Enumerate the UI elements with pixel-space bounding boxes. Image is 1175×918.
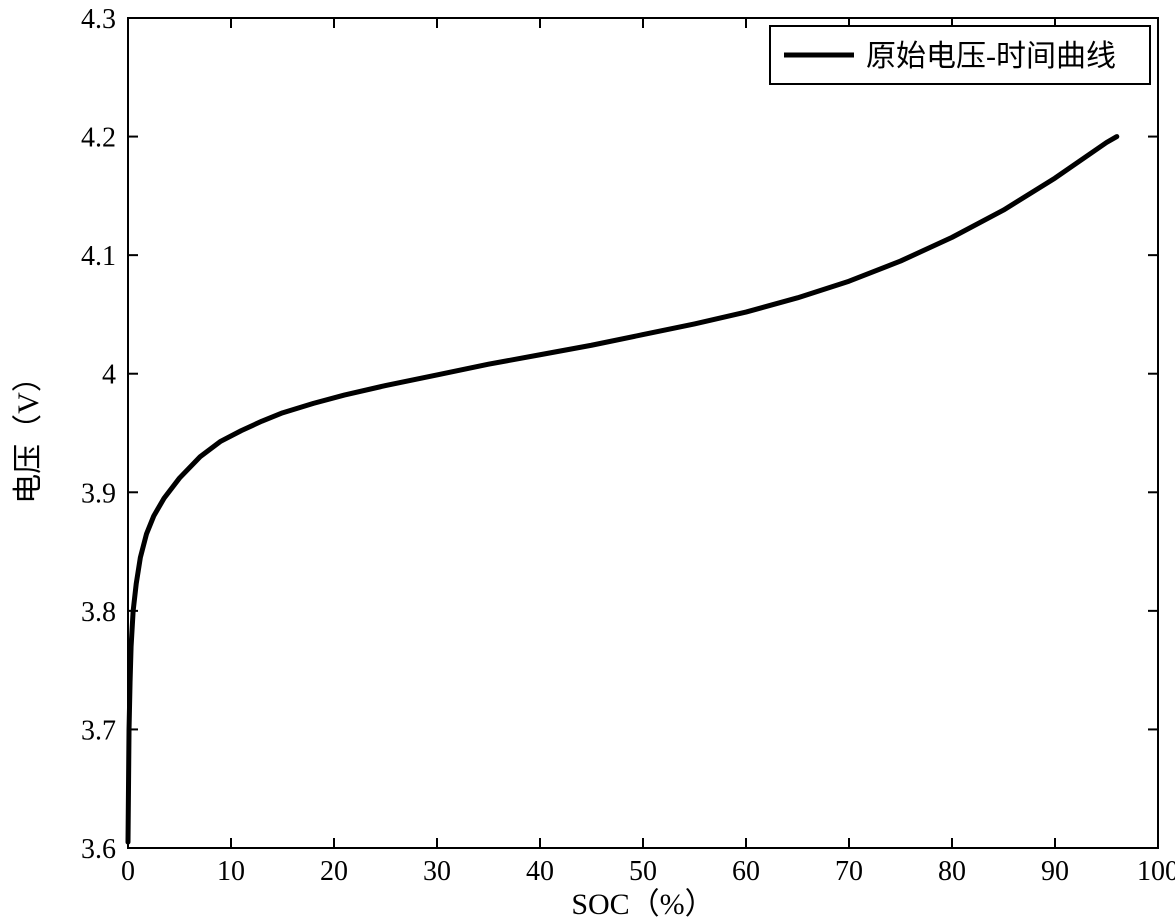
legend: 原始电压-时间曲线	[770, 26, 1150, 84]
x-tick-label: 90	[1041, 856, 1069, 887]
legend-item-label: 原始电压-时间曲线	[866, 40, 1116, 73]
y-tick-label: 4.2	[81, 123, 116, 154]
x-tick-label: 40	[526, 856, 554, 887]
y-tick-label: 3.7	[81, 715, 116, 746]
y-tick-label: 3.6	[81, 834, 116, 865]
y-tick-label: 3.8	[81, 597, 116, 628]
y-tick-label: 3.9	[81, 478, 116, 509]
y-axis-label: 电压（V）	[12, 362, 45, 504]
x-tick-label: 30	[423, 856, 451, 887]
y-tick-label: 4.1	[81, 241, 116, 272]
x-tick-label: 0	[121, 856, 135, 887]
x-tick-label: 20	[320, 856, 348, 887]
y-tick-label: 4.3	[81, 4, 116, 35]
x-tick-label: 10	[217, 856, 245, 887]
voltage-soc-chart: 0 10 20 30 40 50 60 70 80 90 100 3.6 3.7 3.8 3.9 4 4.1 4.…	[0, 0, 1175, 918]
x-tick-label: 70	[835, 856, 863, 887]
y-tick-label: 4	[102, 360, 116, 391]
x-axis-label: SOC（%）	[571, 888, 714, 918]
x-tick-label: 60	[732, 856, 760, 887]
x-tick-label: 100	[1137, 856, 1175, 887]
x-tick-label: 80	[938, 856, 966, 887]
x-tick-label: 50	[629, 856, 657, 887]
chart-container: 0 10 20 30 40 50 60 70 80 90 100 3.6 3.7 3.8 3.9 4 4.1 4.…	[0, 0, 1175, 918]
